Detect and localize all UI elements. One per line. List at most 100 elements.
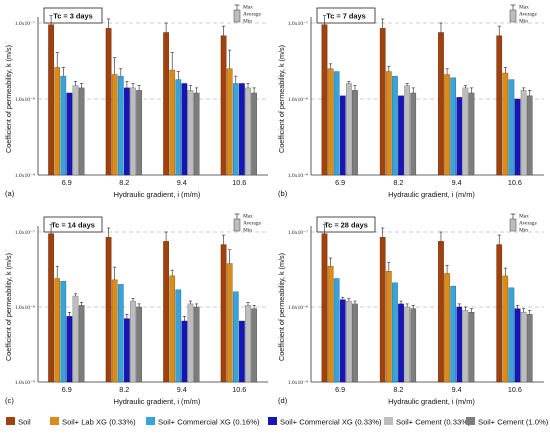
chart-title-box (43, 216, 103, 233)
y-tick-label: 1.0x10⁻⁸ (288, 97, 308, 103)
y-tick-label: 1.0x10⁻⁸ (15, 305, 35, 311)
x-tick-label: 10.6 (232, 385, 246, 394)
bar (456, 97, 463, 176)
bar (66, 316, 73, 383)
bar (398, 303, 404, 383)
bar (111, 74, 118, 176)
x-axis-title: Hydraulic gradient, i (m/m) (114, 397, 201, 406)
x-tick-label: 9.4 (452, 385, 462, 394)
key-bar (509, 218, 517, 232)
panel-label: (c) (5, 396, 14, 405)
legend-swatch-commercial-xg-016 (146, 417, 155, 425)
bar (163, 32, 169, 176)
y-tick-label: 1.0x10⁻⁹ (15, 380, 35, 386)
y-tick-label: 1.0x10⁻⁸ (15, 97, 35, 103)
key-bar (233, 218, 241, 232)
bar (169, 275, 176, 383)
x-tick-label: 9.4 (452, 178, 462, 187)
chart-panel-d: 1.0x10⁻⁷ 1.0x10⁻⁸ 1.0x10⁻⁹ Coefficient of p… (277, 214, 544, 406)
legend-label-cement-033: Soil+ Cement (0.33%) (396, 418, 471, 427)
chart-title: Tc = 3 days (53, 12, 93, 21)
x-axis-title: Hydraulic gradient, i (m/m) (388, 190, 475, 199)
bar (450, 285, 457, 383)
bar (60, 281, 67, 383)
panel-label: (b) (278, 189, 288, 198)
legend-swatch-cement-10 (466, 417, 475, 425)
bar (72, 295, 79, 383)
x-tick-label: 6.9 (335, 178, 345, 187)
bar (333, 278, 340, 383)
y-tick-label: 1.0x10⁻⁷ (15, 21, 35, 27)
bar (339, 95, 346, 176)
bar (60, 75, 67, 176)
bar (130, 300, 136, 383)
bar (502, 275, 509, 383)
bar (72, 85, 79, 176)
key-label-average: Average (519, 221, 537, 227)
y-axis-title: Coefficient of permeability, k (m/s) (277, 253, 286, 361)
bar (327, 265, 334, 383)
key-label-min: Min (243, 19, 252, 25)
bar (346, 300, 352, 383)
bar (175, 79, 182, 176)
bar (462, 87, 469, 176)
x-tick-label: 6.9 (62, 178, 72, 187)
bar (520, 90, 527, 176)
chart-title: Tc = 28 days (324, 221, 368, 230)
bar (251, 92, 257, 176)
y-axis-title: Coefficient of permeability, k (m/s) (4, 45, 13, 153)
bar (78, 305, 85, 383)
bar (438, 241, 444, 383)
bar (508, 79, 515, 176)
y-tick-label: 1.0x10⁻⁹ (288, 380, 308, 386)
x-tick-label: 6.9 (62, 385, 72, 394)
bar (193, 92, 200, 176)
bar (379, 237, 386, 383)
bar (385, 271, 392, 383)
bar (181, 83, 188, 176)
bar (444, 273, 450, 383)
bar (232, 83, 239, 176)
bar (54, 278, 61, 383)
chart-title: Tc = 7 days (326, 12, 366, 21)
bar (187, 90, 194, 176)
legend-label-commercial-xg-033: Soil+ Commercial XG (0.33%) (280, 418, 382, 427)
bar (124, 87, 130, 176)
y-tick-label: 1.0x10⁻⁷ (288, 21, 308, 27)
bar (352, 90, 358, 176)
bar (66, 92, 73, 176)
bar (438, 32, 444, 176)
bar (462, 310, 469, 383)
legend-label-cement-10: Soil+ Cement (1.0%) (478, 418, 549, 427)
bar (239, 83, 245, 176)
bar (251, 308, 257, 383)
bar (392, 75, 398, 176)
bar (48, 24, 54, 176)
bar (175, 289, 182, 383)
bar (514, 308, 521, 383)
x-tick-label: 9.4 (177, 178, 187, 187)
bar (385, 71, 392, 176)
bar (379, 28, 386, 176)
bar (450, 77, 457, 176)
bar (496, 35, 503, 176)
bar (526, 314, 533, 383)
chart-title-box (316, 7, 376, 24)
bar (136, 306, 142, 383)
x-tick-label: 9.4 (177, 385, 187, 394)
key-bar (509, 9, 517, 23)
y-tick-label: 1.0x10⁻⁷ (288, 230, 308, 236)
bar (111, 279, 118, 383)
key-bar (233, 9, 241, 23)
bar (117, 284, 124, 383)
bar (346, 83, 352, 176)
bar (456, 306, 463, 383)
panels: 1.0x10⁻⁷ 1.0x10⁻⁸ 1.0x10⁻⁹ Coefficient of p… (4, 5, 544, 406)
key-label-max: Max (243, 5, 253, 11)
legend-swatch-soil (6, 417, 15, 425)
bar (468, 92, 475, 176)
chart-title: Tc = 14 days (51, 221, 95, 230)
key-label-max: Max (519, 214, 529, 220)
x-tick-label: 8.2 (393, 178, 403, 187)
key-label-max: Max (243, 214, 253, 220)
